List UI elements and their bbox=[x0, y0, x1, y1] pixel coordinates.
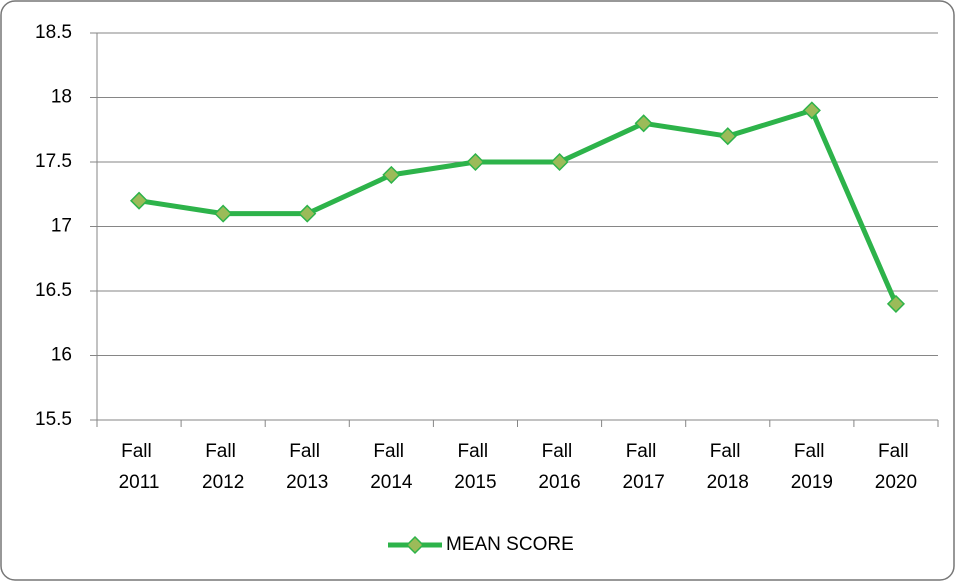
series-line bbox=[138, 107, 899, 305]
x-tick-label: Fall 2019 bbox=[791, 441, 833, 493]
data-point bbox=[718, 127, 737, 146]
y-tick-label: 15.5 bbox=[35, 409, 72, 430]
data-point bbox=[382, 165, 401, 184]
legend-label: MEAN SCORE bbox=[446, 534, 574, 555]
x-tick-label: Fall 2011 bbox=[119, 441, 160, 493]
data-point bbox=[466, 152, 485, 172]
x-tick-label: Fall 2012 bbox=[202, 441, 244, 493]
x-tick-label: Fall 2020 bbox=[875, 441, 917, 493]
y-tick-label: 16 bbox=[51, 345, 72, 366]
x-tick-label: Fall 2013 bbox=[286, 441, 328, 493]
legend-marker bbox=[405, 535, 425, 555]
data-point bbox=[298, 204, 317, 223]
data-point bbox=[802, 101, 821, 120]
data-point bbox=[634, 114, 653, 133]
x-tick-label: Fall 2014 bbox=[370, 441, 413, 493]
y-tick-label: 16.5 bbox=[35, 280, 72, 301]
data-point bbox=[214, 204, 233, 223]
y-tick-label: 17.5 bbox=[35, 151, 72, 172]
x-tick-label: Fall 2016 bbox=[538, 441, 580, 493]
x-tick-label: Fall 2018 bbox=[707, 441, 749, 493]
y-tick-label: 18.5 bbox=[35, 22, 72, 43]
data-point bbox=[129, 191, 149, 210]
y-tick-label: 18 bbox=[51, 87, 72, 108]
data-point bbox=[550, 152, 569, 172]
x-tick-label: Fall 2015 bbox=[454, 441, 496, 493]
y-tick-label: 17 bbox=[51, 216, 72, 237]
data-point bbox=[886, 294, 906, 313]
x-tick-label: Fall 2017 bbox=[623, 441, 665, 493]
